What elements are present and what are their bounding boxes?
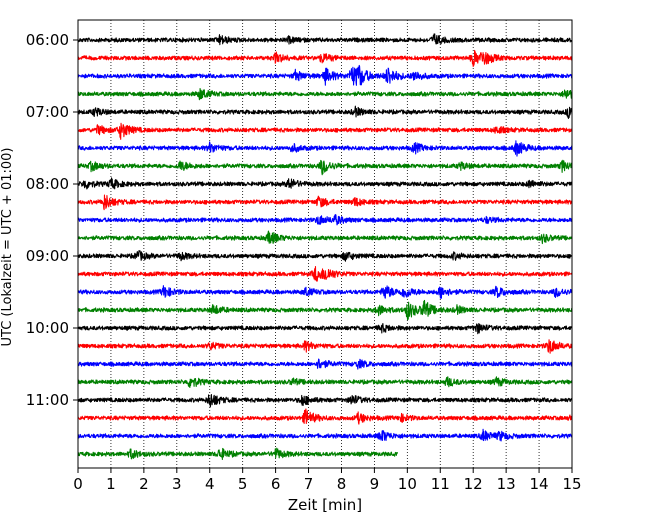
seismogram-trace-22 [77,428,573,442]
x-tick-label: 13 [497,475,516,493]
seismogram-trace-7 [77,159,573,176]
x-tick-label: 8 [337,475,347,493]
seismogram-trace-5 [77,122,573,140]
y-tick-label: 11:00 [26,391,69,409]
x-axis-ticks: 0 1 2 3 4 5 6 7 8 9 10 11 12 13 14 15 [73,468,582,493]
seismogram-trace-0 [77,33,573,46]
seismogram-trace-8 [77,177,573,190]
seismogram-trace-9 [77,194,573,211]
seismogram-trace-15 [77,299,573,321]
x-tick-label: 1 [106,475,116,493]
seismogram-trace-23 [77,447,398,461]
seismogram-trace-20 [77,393,573,408]
x-tick-label: 4 [205,475,215,493]
seismogram-trace-21 [77,408,573,425]
y-tick-label: 08:00 [26,175,69,193]
x-tick-label: 0 [73,475,83,493]
seismogram-trace-14 [77,285,573,299]
x-tick-label: 3 [172,475,182,493]
y-tick-label: 10:00 [26,319,69,337]
seismogram-trace-2 [77,64,573,86]
x-tick-label: 9 [370,475,380,493]
x-tick-label: 5 [238,475,248,493]
y-axis-ticks: 06:00 07:00 08:00 09:00 10:00 11:00 [26,31,78,409]
seismogram-trace-10 [77,214,573,226]
seismogram-trace-13 [77,265,573,282]
x-tick-label: 7 [304,475,314,493]
x-tick-label: 12 [464,475,483,493]
x-tick-label: 6 [271,475,281,493]
y-tick-label: 09:00 [26,247,69,265]
seismogram-traces [77,33,573,461]
seismogram-trace-17 [77,339,573,354]
y-tick-label: 07:00 [26,103,69,121]
x-tick-label: 2 [139,475,149,493]
seismogram-trace-6 [77,140,573,157]
seismogram-trace-19 [77,376,573,388]
x-tick-label: 15 [562,475,581,493]
seismogram-trace-3 [77,87,573,101]
x-axis-label: Zeit [min] [288,496,362,514]
x-tick-label: 10 [398,475,417,493]
seismogram-trace-18 [77,358,573,370]
seismogram-trace-1 [77,49,573,68]
seismogram-trace-16 [77,323,573,335]
plot-frame [77,19,573,469]
x-tick-label: 14 [530,475,549,493]
y-axis-label: UTC (Lokalzeit = UTC + 01:00) [0,148,15,347]
seismogram-trace-11 [77,230,573,245]
seismogram-trace-4 [77,105,573,119]
x-tick-label: 11 [431,475,450,493]
seismogram-trace-12 [77,250,573,262]
y-tick-label: 06:00 [26,31,69,49]
